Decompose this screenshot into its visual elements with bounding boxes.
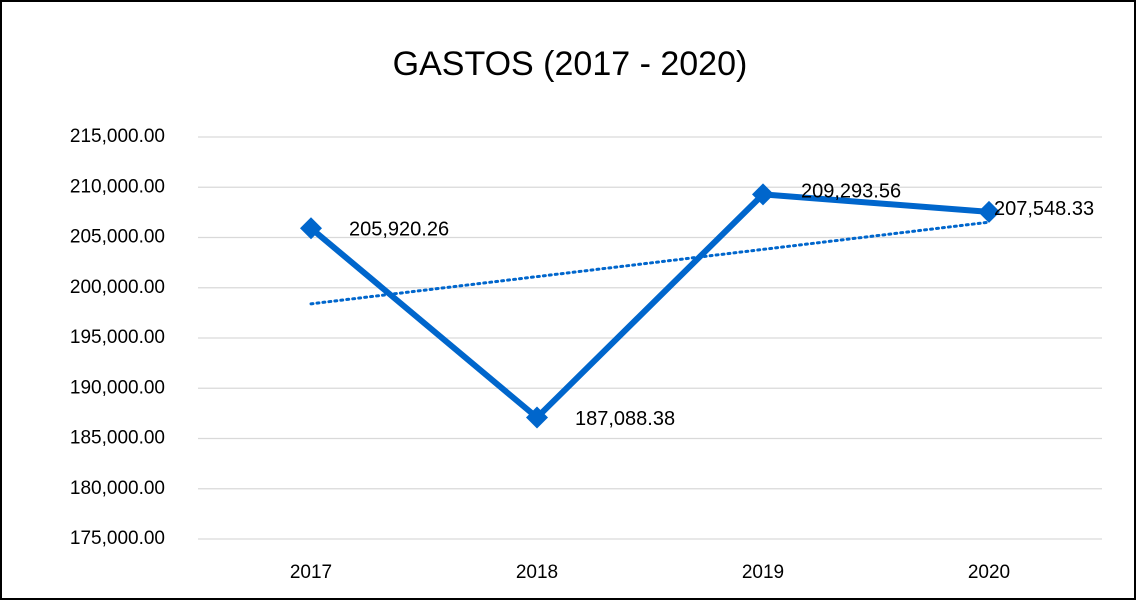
data-label: 207,548.33 bbox=[994, 198, 1094, 220]
data-point bbox=[978, 200, 1000, 223]
data-line bbox=[309, 191, 990, 421]
y-tick-label: 215,000.00 bbox=[70, 126, 165, 147]
trendline bbox=[309, 220, 991, 306]
x-tick-label: 2019 bbox=[742, 562, 784, 583]
chart-title: GASTOS (2017 - 2020) bbox=[393, 45, 748, 83]
y-tick-label: 185,000.00 bbox=[70, 428, 165, 449]
data-point bbox=[526, 406, 548, 429]
y-tick-label: 175,000.00 bbox=[70, 528, 165, 549]
data-label: 187,088.38 bbox=[575, 408, 675, 430]
x-tick-label: 2017 bbox=[290, 562, 332, 583]
y-tick-label: 195,000.00 bbox=[70, 327, 165, 348]
y-tick-label: 190,000.00 bbox=[70, 377, 165, 398]
data-point bbox=[752, 183, 774, 206]
y-tick-label: 180,000.00 bbox=[70, 478, 165, 499]
data-label: 209,293.56 bbox=[801, 181, 901, 203]
x-tick-label: 2018 bbox=[516, 562, 558, 583]
y-tick-label: 200,000.00 bbox=[70, 277, 165, 298]
y-tick-label: 210,000.00 bbox=[70, 176, 165, 197]
x-tick-label: 2020 bbox=[968, 562, 1010, 583]
data-point bbox=[300, 217, 322, 240]
y-tick-label: 205,000.00 bbox=[70, 227, 165, 248]
data-label: 205,920.26 bbox=[349, 219, 449, 241]
